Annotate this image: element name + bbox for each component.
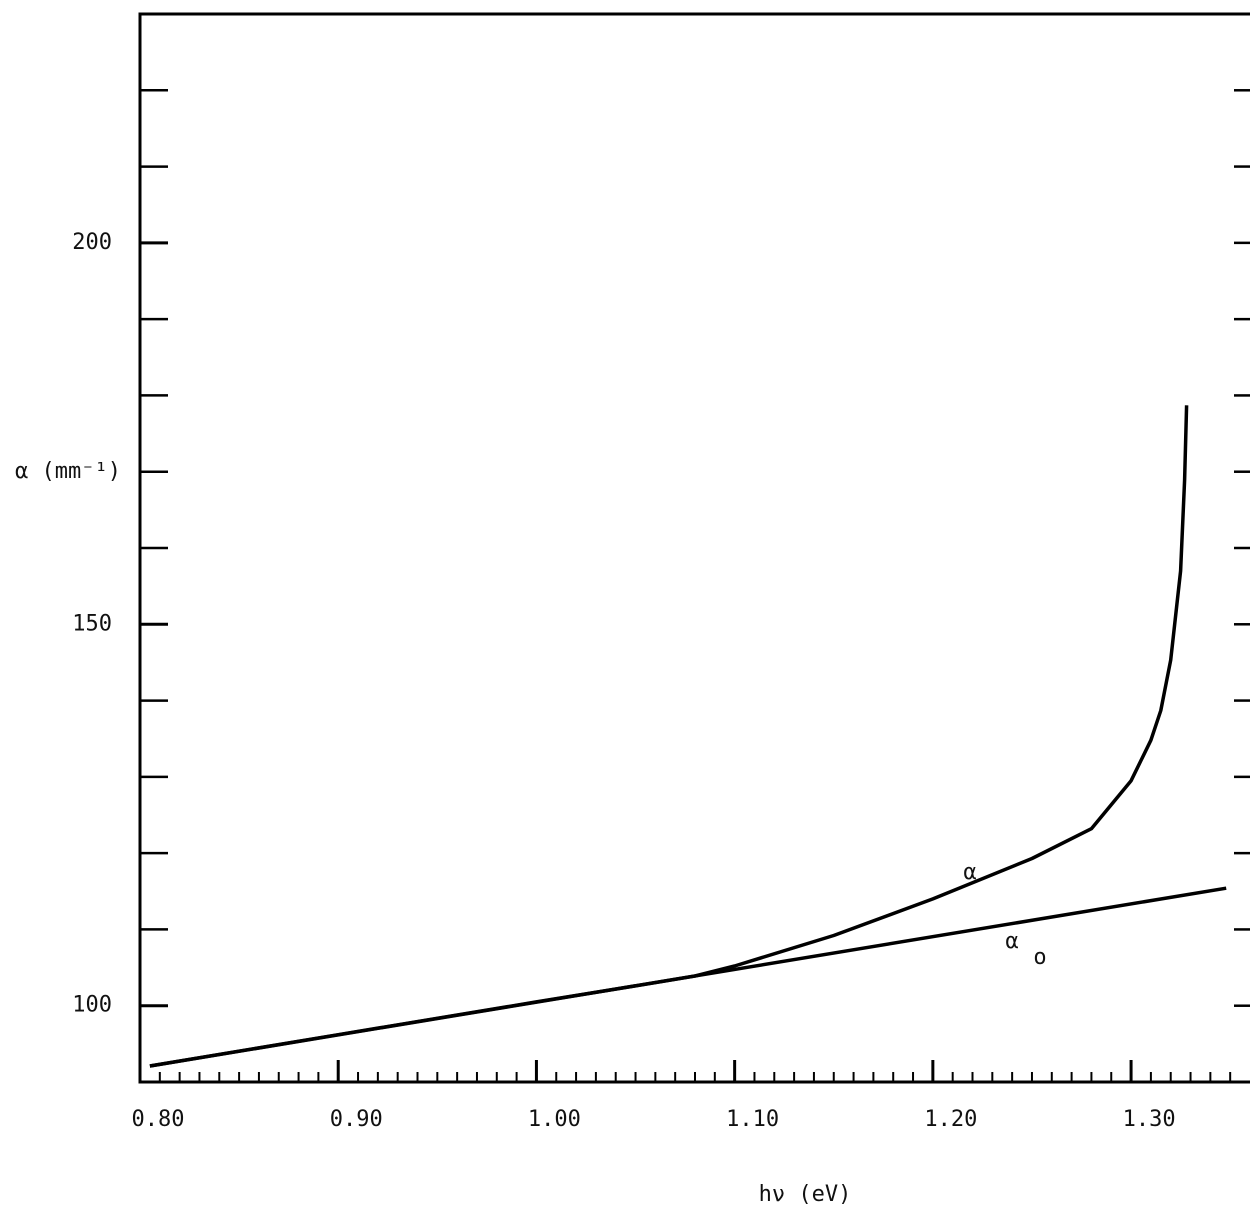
x-tick-label: 0.90 xyxy=(330,1107,383,1132)
y-axis-label: α (mm⁻¹) xyxy=(15,459,121,484)
data-line xyxy=(149,405,1189,1068)
y-tick-label: 200 xyxy=(72,230,112,255)
curve-label: α xyxy=(1005,929,1018,954)
x-tick-label: 1.00 xyxy=(528,1107,581,1132)
x-axis-label: hν (eV) xyxy=(759,1182,852,1207)
x-tick-label: 0.80 xyxy=(132,1107,185,1132)
x-tick-label: 1.10 xyxy=(726,1107,779,1132)
y-tick-label: 150 xyxy=(72,611,112,636)
plot-frame xyxy=(138,12,1250,1084)
data-line xyxy=(149,886,1227,1068)
x-tick-label: 1.30 xyxy=(1123,1107,1176,1132)
curve-label: α xyxy=(963,860,976,885)
curve-label-subscript: o xyxy=(1033,945,1046,970)
x-tick-label: 1.20 xyxy=(924,1107,977,1132)
y-tick-label: 100 xyxy=(72,993,112,1018)
